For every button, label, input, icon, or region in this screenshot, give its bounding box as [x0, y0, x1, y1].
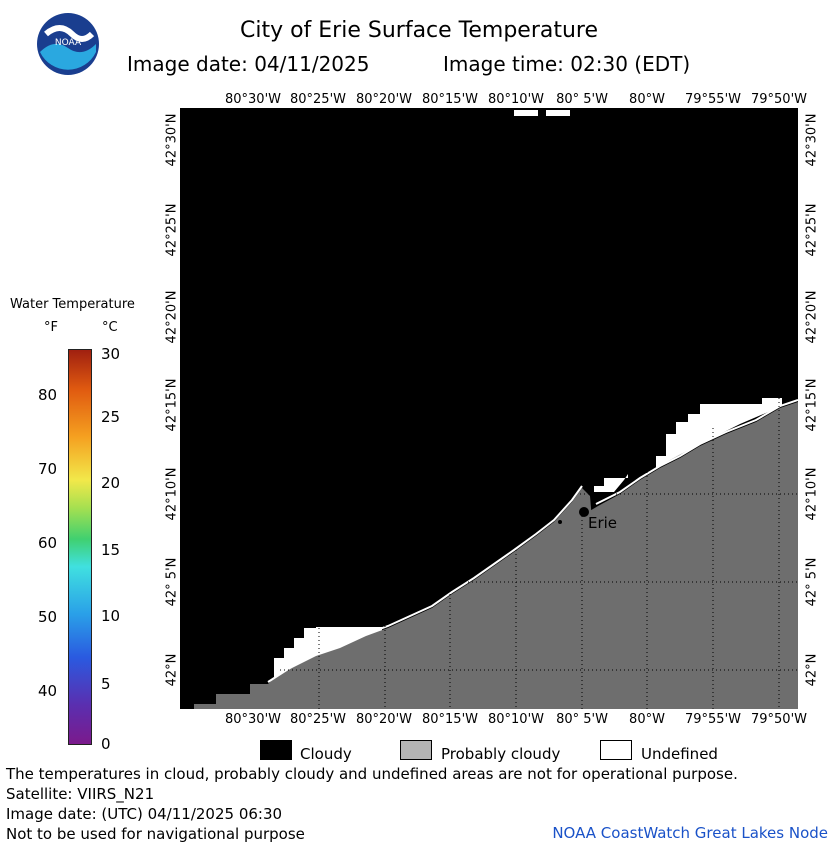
lon-label-top: 80°10'W — [487, 92, 545, 107]
lat-label-right: 42°30'N — [804, 113, 820, 167]
satellite-text: Satellite: VIIRS_N21 — [6, 785, 155, 803]
lat-label-right: 42°10'N — [804, 467, 820, 521]
lat-label-left: 42°15'N — [164, 378, 180, 432]
undefined-area — [514, 110, 538, 116]
colorbar-unit-f: °F — [44, 320, 58, 335]
colorbar-title: Water Temperature — [10, 297, 135, 312]
lon-label-top: 80°25'W — [289, 92, 347, 107]
legend-label-probably-cloudy: Probably cloudy — [441, 745, 561, 763]
colorbar-tick-c: 20 — [101, 474, 121, 492]
image-time: Image time: 02:30 (EDT) — [443, 52, 691, 76]
colorbar-tick-c: 30 — [101, 345, 121, 363]
lon-label-bottom: 80°20'W — [355, 712, 413, 727]
colorbar-tick-f: 40 — [38, 682, 58, 700]
utc-date-text: Image date: (UTC) 04/11/2025 06:30 — [6, 805, 283, 823]
noaa-logo: NOAA — [37, 13, 99, 75]
noaa-logo-text: NOAA — [55, 38, 82, 48]
lat-label-right: 42° 5'N — [804, 557, 820, 607]
lon-label-bottom: 80°W — [629, 712, 665, 727]
colorbar-tick-c: 5 — [101, 675, 111, 693]
lat-label-left: 42°30'N — [164, 113, 180, 167]
colorbar-unit-c: °C — [102, 320, 118, 335]
legend-swatch-undefined — [600, 740, 632, 760]
colorbar — [68, 349, 92, 745]
lat-label-right: 42°15'N — [804, 378, 820, 432]
lon-label-bottom: 79°50'W — [750, 712, 808, 727]
lat-label-right: 42°20'N — [804, 290, 820, 344]
lat-label-left: 42° 5'N — [164, 557, 180, 607]
colorbar-tick-c: 15 — [101, 541, 121, 559]
colorbar-tick-f: 60 — [38, 534, 58, 552]
lon-label-bottom: 80°10'W — [487, 712, 545, 727]
lon-label-bottom: 80°25'W — [289, 712, 347, 727]
lat-label-left: 42°20'N — [164, 290, 180, 344]
coastline — [267, 485, 583, 683]
colorbar-tick-c: 0 — [101, 735, 111, 753]
lon-label-top: 80°15'W — [421, 92, 479, 107]
lat-label-left: 42°10'N — [164, 467, 180, 521]
legend-label-undefined: Undefined — [641, 745, 718, 763]
lat-label-right: 42°25'N — [804, 203, 820, 257]
colorbar-tick-f: 80 — [38, 386, 58, 404]
temperature-map: Erie — [180, 108, 798, 709]
credit-text: NOAA CoastWatch Great Lakes Node — [552, 824, 828, 842]
colorbar-tick-f: 50 — [38, 608, 58, 626]
coastline — [595, 399, 798, 505]
undefined-area — [546, 110, 570, 116]
lat-label-left: 42°N — [164, 653, 180, 687]
undefined-area — [594, 474, 628, 492]
lon-label-top: 79°50'W — [750, 92, 808, 107]
navigation-warning: Not to be used for navigational purpose — [6, 825, 305, 843]
page-title: City of Erie Surface Temperature — [239, 18, 599, 43]
legend-label-cloudy: Cloudy — [300, 745, 352, 763]
legend-swatch-cloudy — [260, 740, 292, 760]
lon-label-bottom: 80°15'W — [421, 712, 479, 727]
colorbar-tick-c: 10 — [101, 607, 121, 625]
graticule — [280, 398, 798, 709]
shore-marker — [558, 520, 562, 524]
lat-label-right: 42°N — [804, 653, 820, 687]
colorbar-tick-c: 25 — [101, 408, 121, 426]
lon-label-bottom: 79°55'W — [684, 712, 742, 727]
image-date: Image date: 04/11/2025 — [127, 52, 370, 76]
lon-label-top: 80°W — [629, 92, 665, 107]
legend-swatch-probably-cloudy — [400, 740, 432, 760]
lon-label-top: 80° 5'W — [556, 92, 608, 107]
erie-marker — [579, 507, 589, 517]
lon-label-top: 80°30'W — [224, 92, 282, 107]
lon-label-bottom: 80° 5'W — [556, 712, 608, 727]
disclaimer-text: The temperatures in cloud, probably clou… — [6, 765, 738, 783]
colorbar-tick-f: 70 — [38, 460, 58, 478]
lat-label-left: 42°25'N — [164, 203, 180, 257]
erie-label: Erie — [588, 514, 617, 532]
lon-label-top: 79°55'W — [684, 92, 742, 107]
lon-label-bottom: 80°30'W — [224, 712, 282, 727]
lon-label-top: 80°20'W — [355, 92, 413, 107]
